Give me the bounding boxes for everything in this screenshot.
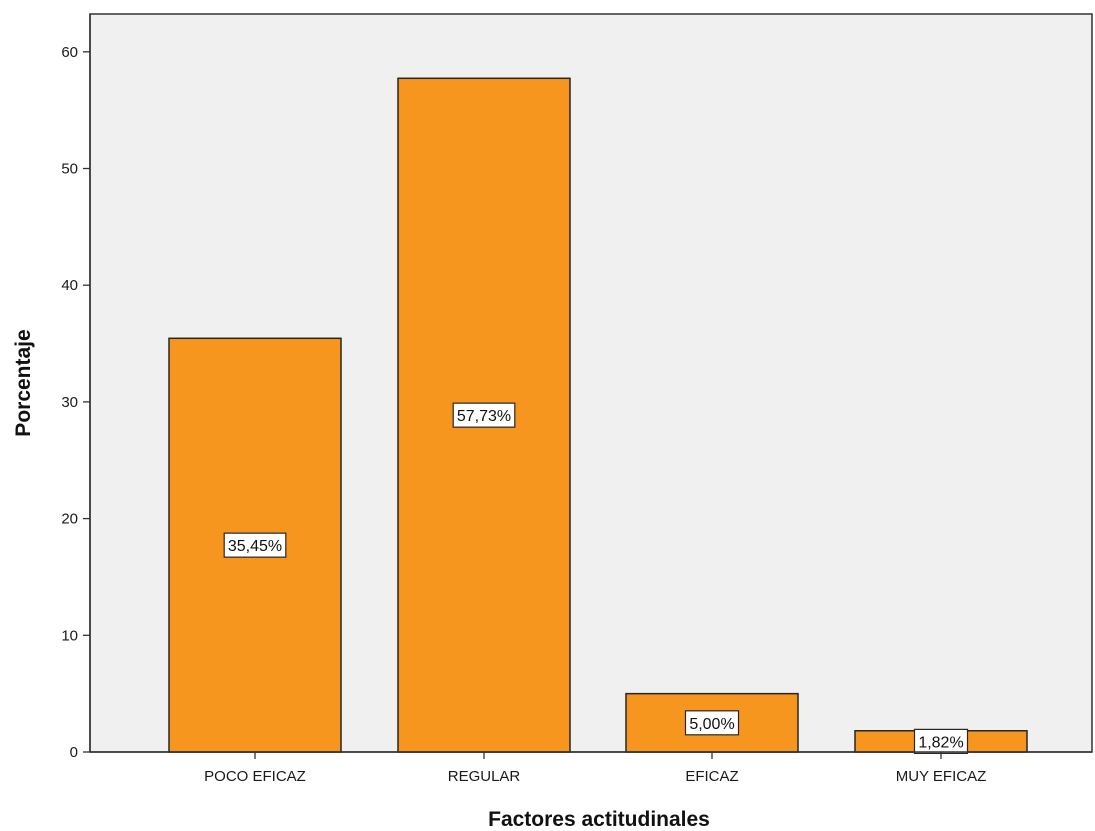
data-label-box-0 [223, 532, 287, 558]
x-axis-title: Factores actitudinales [488, 808, 710, 831]
data-label-text-0: 35,45% [228, 538, 282, 555]
data-label-box-1 [452, 402, 516, 428]
data-label-text-3: 1,82% [918, 734, 963, 751]
y-tick-label-2: 20 [61, 511, 78, 528]
data-label-box-2 [684, 710, 740, 736]
x-axis: POCO EFICAZ REGULAR EFICAZ MUY EFICAZ [90, 751, 1092, 785]
x-tick-label-1: REGULAR [448, 768, 521, 785]
y-tick-label-4: 40 [61, 277, 78, 294]
data-label-text-2: 5,00% [689, 716, 734, 733]
x-tick-label-3: MUY EFICAZ [896, 768, 987, 785]
y-tick-label-1: 10 [61, 627, 78, 644]
x-tick-label-2: EFICAZ [685, 768, 738, 785]
x-tick-label-0: POCO EFICAZ [204, 768, 306, 785]
y-tick-label-3: 30 [61, 394, 78, 411]
y-tick-label-6: 60 [61, 44, 78, 61]
data-label-text-1: 57,73% [457, 408, 511, 425]
data-label-box-3 [913, 728, 969, 754]
y-axis-title: Porcentaje [12, 329, 35, 436]
y-axis: 0 10 20 30 40 50 60 [61, 14, 91, 761]
y-tick-label-0: 0 [70, 744, 78, 761]
data-label-2: 5,00% [684, 710, 740, 736]
y-tick-label-5: 50 [61, 161, 78, 178]
data-label-1: 57,73% [452, 402, 516, 428]
data-label-0: 35,45% [223, 532, 287, 558]
data-label-3: 1,82% [913, 728, 969, 754]
data-labels-layer: 35,45% 57,73% 5,00% 1,82% [223, 402, 969, 754]
